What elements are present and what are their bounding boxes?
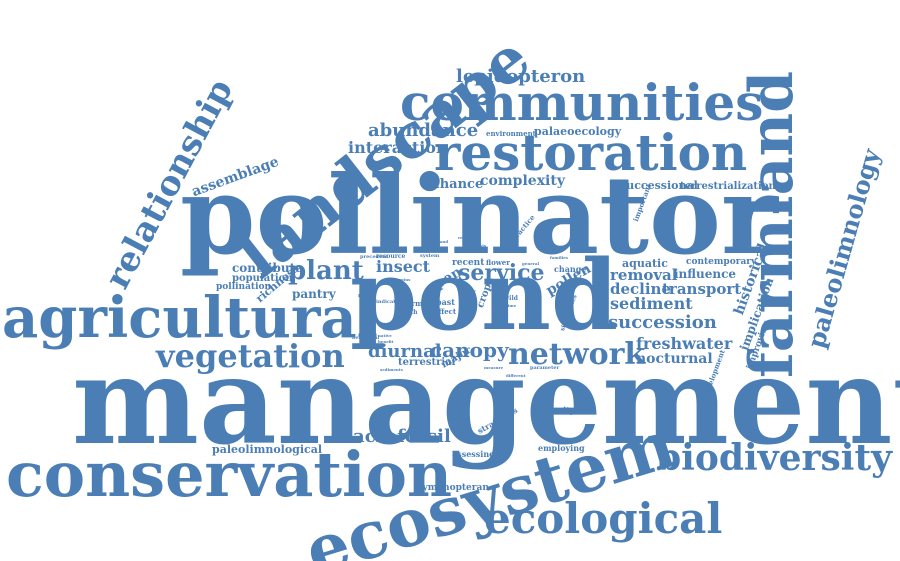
word-decline: decline (610, 280, 672, 298)
word-precedent: precedent (360, 254, 389, 260)
word-pollination: pollination (216, 282, 272, 292)
word-time: time (506, 303, 517, 308)
word-influence: influence (674, 267, 737, 281)
word-management: management (72, 331, 900, 472)
word-plant: plant (288, 256, 364, 286)
word-hymenopteran: hymenopteran (416, 483, 489, 493)
word-wild: wild (504, 295, 518, 302)
word-biodiversity: biodiversity (656, 437, 892, 479)
word-change: change (554, 264, 587, 274)
word-parameter: parameter (530, 365, 560, 371)
word-past: past (436, 297, 455, 307)
word-population: population (232, 273, 293, 284)
word-general: general (522, 261, 540, 266)
word-enhance: enhance (422, 177, 484, 192)
word-employing: employing (538, 443, 585, 453)
word-pollinator: pollinator (180, 153, 778, 279)
word-diversity: diversity (536, 405, 575, 415)
word-vegetation: vegetation (156, 337, 345, 375)
word-england: england (430, 239, 449, 244)
word-sediment: sediment (610, 294, 693, 313)
word-aquatic: aquatic (622, 257, 668, 270)
word-network: network (508, 337, 646, 372)
word-ecological: ecological (484, 494, 723, 543)
word-benefit: benefit (378, 339, 394, 344)
word-diurnal: diurnal (368, 341, 442, 362)
word-effect: effect (434, 307, 457, 316)
word-nocturnal: nocturnal (636, 351, 713, 367)
word-paleolimnological: paleolimnological (212, 443, 323, 456)
word-paleolimnology: paleolimnology (801, 145, 886, 352)
word-freshwater: freshwater (636, 334, 733, 353)
word-interaction: interaction (348, 138, 448, 157)
word-terrestrial: terrestrial (398, 357, 456, 368)
word-sediments: sediments (380, 367, 403, 372)
word-transport: transport (662, 280, 742, 298)
word-communities: communities (400, 73, 764, 132)
word-families: families (550, 255, 568, 260)
word-service: service (458, 260, 545, 286)
word-inform: inform (396, 299, 423, 308)
word-terrestrialization: terrestrialization (680, 181, 776, 192)
word-flower: flower (486, 258, 510, 267)
word-indicator: indicator (376, 299, 402, 305)
word-recent: recent (452, 258, 485, 268)
word-successional: successional (620, 179, 698, 192)
word-agricultural: agricultural (2, 285, 378, 351)
word-system: system (420, 253, 440, 259)
word-palaeoecology: palaeoecology (534, 125, 622, 138)
word-succession: succession (608, 312, 717, 333)
word-insect: insect (376, 257, 431, 276)
word-abundance: abundance (368, 120, 479, 141)
word-measure: measure (484, 365, 504, 370)
word-removal: removal (610, 266, 678, 284)
word-lepidopteron: lepidopteron (456, 66, 586, 87)
word-macrofossil: macrofossil (334, 426, 451, 447)
word-environment: environment (486, 129, 536, 138)
word-pond: pond (350, 239, 619, 352)
word-contemporary: contemporary (686, 257, 757, 267)
word-assessing: assessing (452, 449, 495, 459)
word-different: different (506, 373, 526, 378)
word-contribute: contribute (232, 261, 303, 275)
word-canopy: canopy (430, 338, 509, 362)
word-beneficial: beneficial (352, 335, 380, 341)
word-remain: remain (458, 235, 474, 240)
word-complexity: complexity (480, 173, 565, 189)
word-analysis: analysis (468, 243, 486, 248)
word-conservation: conservation (6, 438, 453, 511)
word-restoration: restoration (434, 123, 748, 182)
word-resource: resource (376, 253, 406, 260)
word-margins: margins (392, 277, 411, 282)
word-native: native (378, 333, 392, 338)
word-moth: moth (400, 309, 418, 316)
word-pantry: pantry (292, 287, 336, 301)
